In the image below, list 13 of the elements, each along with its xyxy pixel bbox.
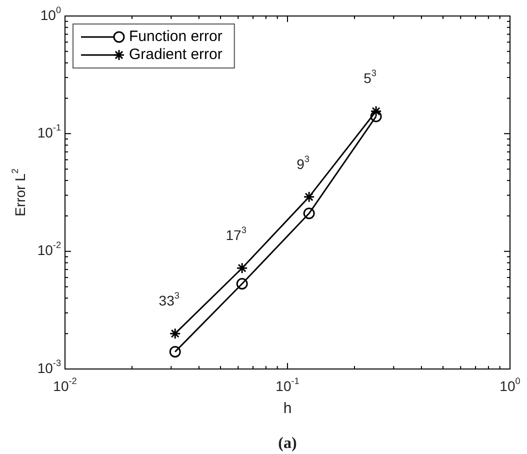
legend-label: Function error <box>129 28 222 46</box>
point <box>370 110 382 122</box>
point <box>303 191 315 203</box>
x-axis-title: h <box>283 400 292 418</box>
point <box>169 328 181 340</box>
y-axis-title: Error L2 <box>10 168 28 216</box>
legend-label: Gradient error <box>129 46 222 64</box>
text: (a) <box>278 435 297 452</box>
point <box>303 208 315 220</box>
point <box>169 346 181 358</box>
point <box>370 106 382 118</box>
point <box>236 262 248 274</box>
point <box>236 278 248 290</box>
